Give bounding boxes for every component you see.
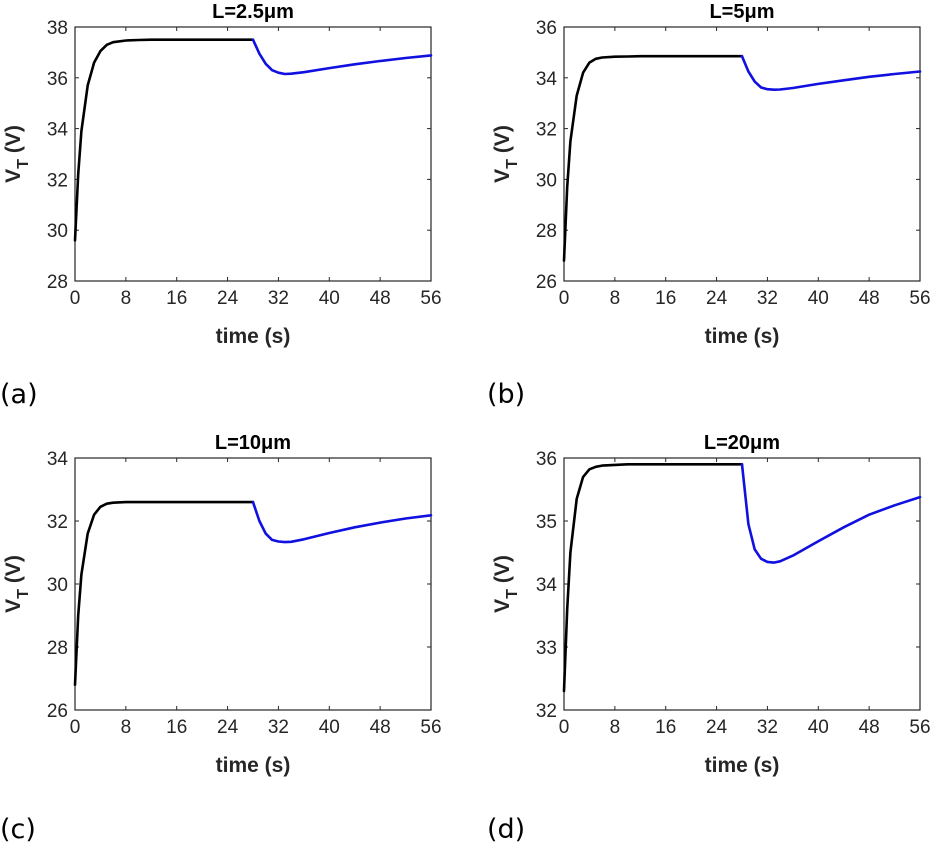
x-tick-label: 8	[610, 717, 621, 738]
y-tick-label: 28	[536, 221, 557, 242]
y-tick-label: 30	[47, 221, 68, 242]
series-line-2	[251, 38, 433, 76]
y-tick-label: 32	[47, 512, 68, 533]
y-tick-label: 38	[47, 18, 68, 39]
y-tick-label: 28	[47, 272, 68, 293]
y-tick-label: 28	[47, 638, 68, 659]
x-tick-label: 16	[166, 288, 187, 309]
x-axis-label: time (s)	[705, 325, 780, 348]
x-tick-label: 24	[706, 717, 728, 738]
x-tick-label: 48	[859, 288, 880, 309]
y-tick-label: 34	[47, 120, 69, 141]
plot-area	[563, 26, 921, 282]
x-tick-label: 8	[610, 288, 621, 309]
y-tick-label: 32	[536, 120, 557, 141]
x-tick-label: 40	[319, 288, 340, 309]
y-axis-label: VT (V)	[491, 125, 521, 183]
y-tick-label: 36	[536, 18, 557, 39]
x-tick-label: 56	[909, 717, 930, 738]
x-tick-label: 48	[370, 717, 391, 738]
x-tick-label: 40	[319, 717, 340, 738]
y-tick-label: 30	[47, 575, 68, 596]
x-tick-label: 24	[706, 288, 728, 309]
series-line-1	[562, 54, 744, 263]
chart-title: L=5μm	[709, 1, 774, 23]
y-tick-label: 33	[536, 638, 557, 659]
x-tick-label: 24	[217, 288, 239, 309]
chart-title: L=10μm	[215, 432, 291, 454]
x-tick-label: 8	[121, 288, 132, 309]
y-tick-label: 32	[536, 701, 557, 722]
series-line-2	[740, 54, 922, 91]
x-tick-label: 56	[420, 288, 441, 309]
x-tick-label: 40	[808, 717, 829, 738]
plot-area	[563, 457, 921, 711]
series-line-1	[73, 38, 255, 242]
subplot-b: 0 8 16 24 32 40 48 56 26 28 30 32 34 36 L=5μm time (s) V…	[491, 1, 931, 348]
chart-title: L=20μm	[704, 432, 780, 454]
x-tick-label: 56	[909, 288, 930, 309]
series-line-2	[740, 462, 922, 564]
panel-label-c: (c)	[0, 814, 36, 842]
panel-label-a: (a)	[0, 379, 38, 410]
x-tick-label: 48	[859, 717, 880, 738]
series-line-1	[73, 500, 255, 687]
x-tick-label: 56	[420, 717, 441, 738]
x-tick-label: 16	[655, 717, 676, 738]
subplot-c: 0 8 16 24 32 40 48 56 26 28 30 32 34 L=10μm time (s) VT…	[2, 432, 442, 777]
x-tick-label: 8	[121, 717, 132, 738]
x-tick-label: 0	[70, 717, 81, 738]
x-tick-label: 32	[268, 288, 289, 309]
y-tick-label: 30	[536, 170, 557, 191]
x-axis-label: time (s)	[216, 325, 291, 348]
plot-area	[74, 457, 432, 711]
plot-area	[74, 26, 432, 282]
x-tick-label: 0	[559, 717, 570, 738]
x-tick-label: 32	[757, 717, 778, 738]
x-axis-label: time (s)	[705, 754, 780, 777]
x-tick-label: 48	[370, 288, 391, 309]
x-tick-label: 24	[217, 717, 239, 738]
x-tick-label: 32	[268, 717, 289, 738]
series-line-2	[251, 500, 433, 544]
y-tick-label: 34	[536, 575, 558, 596]
panel-label-d: (d)	[487, 814, 525, 842]
y-axis-label: VT (V)	[491, 555, 521, 613]
y-tick-label: 36	[536, 449, 557, 470]
y-tick-label: 32	[47, 170, 68, 191]
y-tick-label: 26	[536, 272, 557, 293]
y-axis-label: VT (V)	[2, 555, 32, 613]
subplot-d: 0 8 16 24 32 40 48 56 32 33 34 35 36 L=20μm time (s) VT…	[491, 432, 931, 777]
y-tick-label: 34	[47, 449, 69, 470]
series-line-1	[562, 462, 744, 693]
chart-title: L=2.5μm	[212, 1, 294, 23]
y-tick-label: 26	[47, 701, 68, 722]
x-tick-label: 40	[808, 288, 829, 309]
y-tick-label: 35	[536, 512, 557, 533]
panel-label-b: (b)	[487, 379, 525, 410]
x-tick-label: 0	[559, 288, 570, 309]
x-tick-label: 0	[70, 288, 81, 309]
y-tick-label: 36	[47, 69, 68, 90]
subplot-a: 0 8 16 24 32 40 48 56 28 30 32 34 36 38 L=2.5μm time (s…	[2, 1, 442, 348]
x-axis-label: time (s)	[216, 754, 291, 777]
x-tick-label: 32	[757, 288, 778, 309]
y-tick-label: 34	[536, 69, 558, 90]
y-axis-label: VT (V)	[2, 125, 32, 183]
x-tick-label: 16	[166, 717, 187, 738]
x-tick-label: 16	[655, 288, 676, 309]
